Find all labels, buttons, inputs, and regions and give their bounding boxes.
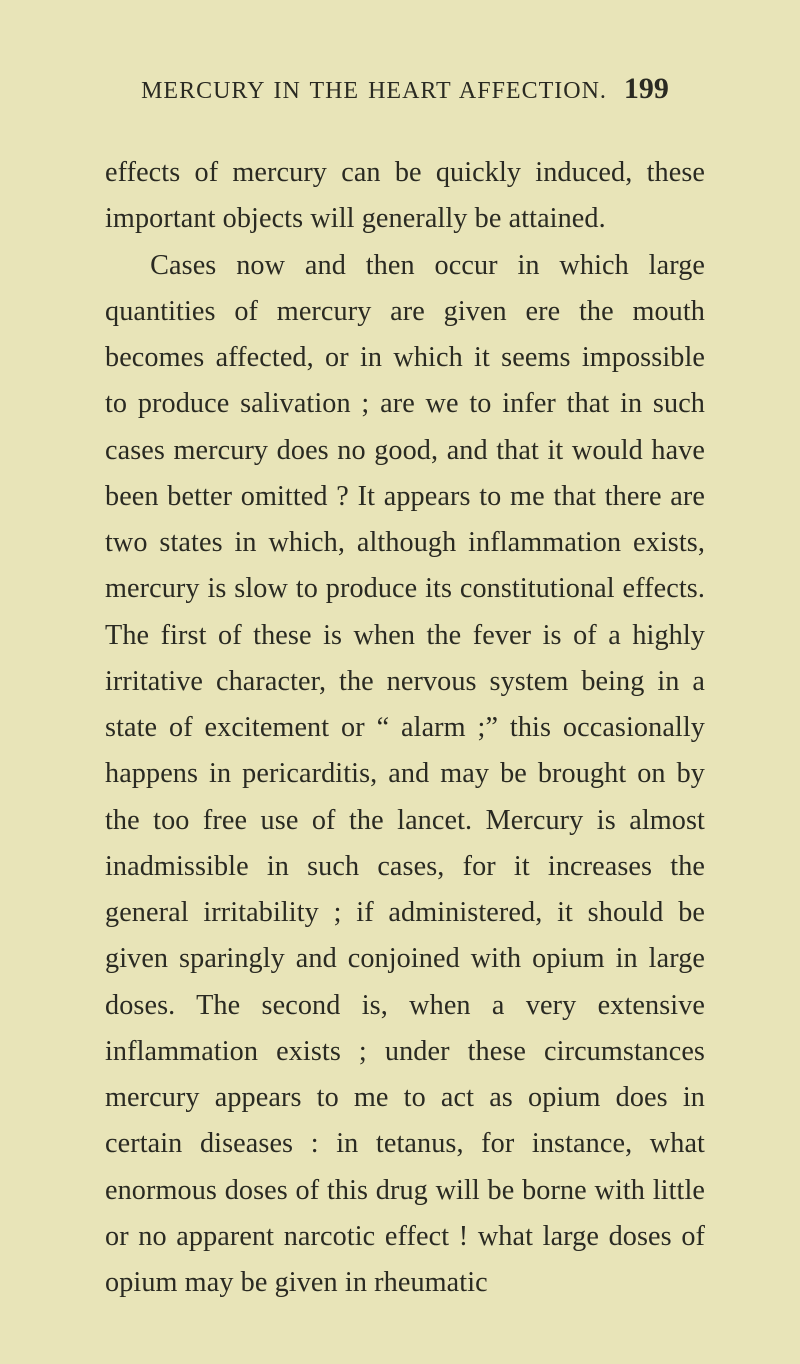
paragraph: Cases now and then occur in which large … [105,243,705,1307]
running-head: MERCURY IN THE HEART AFFECTION. 199 [105,72,705,106]
page-number: 199 [624,72,669,105]
running-title: MERCURY IN THE HEART AFFECTION. [141,78,607,104]
book-page: MERCURY IN THE HEART AFFECTION. 199 effe… [0,0,800,1364]
paragraph: effects of mercury can be quickly induce… [105,150,705,243]
body-text: effects of mercury can be quickly induce… [105,150,705,1306]
